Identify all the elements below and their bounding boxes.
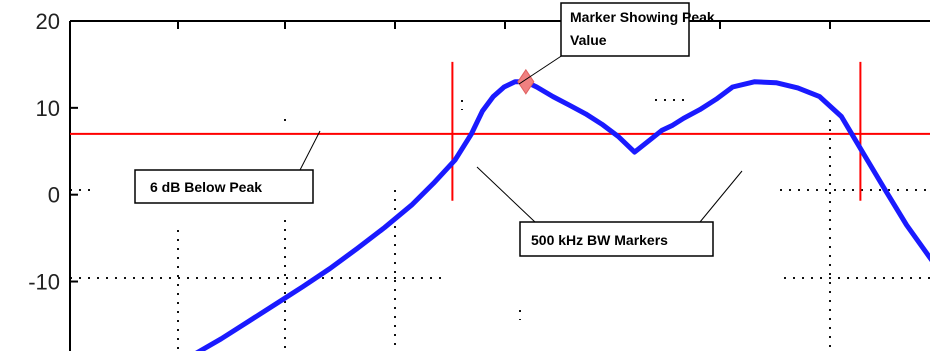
peak-marker	[517, 68, 535, 95]
y-tick-label-2: 0	[48, 183, 60, 208]
bw-callout: 500 kHz BW Markers	[476, 166, 743, 257]
grid-layer	[70, 99, 930, 351]
peak-callout: Marker Showing Peak Value	[518, 2, 715, 85]
threshold-callout: 6 dB Below Peak	[134, 130, 321, 204]
y-tick-label-3: -10	[28, 270, 60, 295]
marker-layer	[517, 68, 535, 95]
axes-layer	[69, 20, 930, 351]
y-tick-label-1: 10	[36, 96, 60, 121]
spectrum-trace-0	[195, 79, 930, 351]
bw-callout-leader-left	[476, 166, 536, 223]
tick-layer	[70, 20, 831, 283]
bw-callout-leader-right	[699, 170, 743, 223]
y-tick-label-0: 20	[36, 9, 60, 34]
threshold-callout-box	[134, 169, 314, 204]
peak-callout-line1: Marker Showing Peak	[570, 9, 715, 25]
threshold-callout-leader	[299, 130, 321, 171]
peak-callout-box	[560, 2, 690, 57]
bw-callout-box	[519, 221, 714, 257]
overlay-layer	[70, 61, 930, 201]
bw-callout-label: 500 kHz BW Markers	[531, 232, 668, 248]
threshold-callout-label: 6 dB Below Peak	[150, 179, 262, 195]
y-tick-labels: 20 10 0 -10	[28, 9, 60, 295]
series-layer	[195, 79, 930, 351]
peak-callout-line2: Value	[570, 32, 607, 48]
